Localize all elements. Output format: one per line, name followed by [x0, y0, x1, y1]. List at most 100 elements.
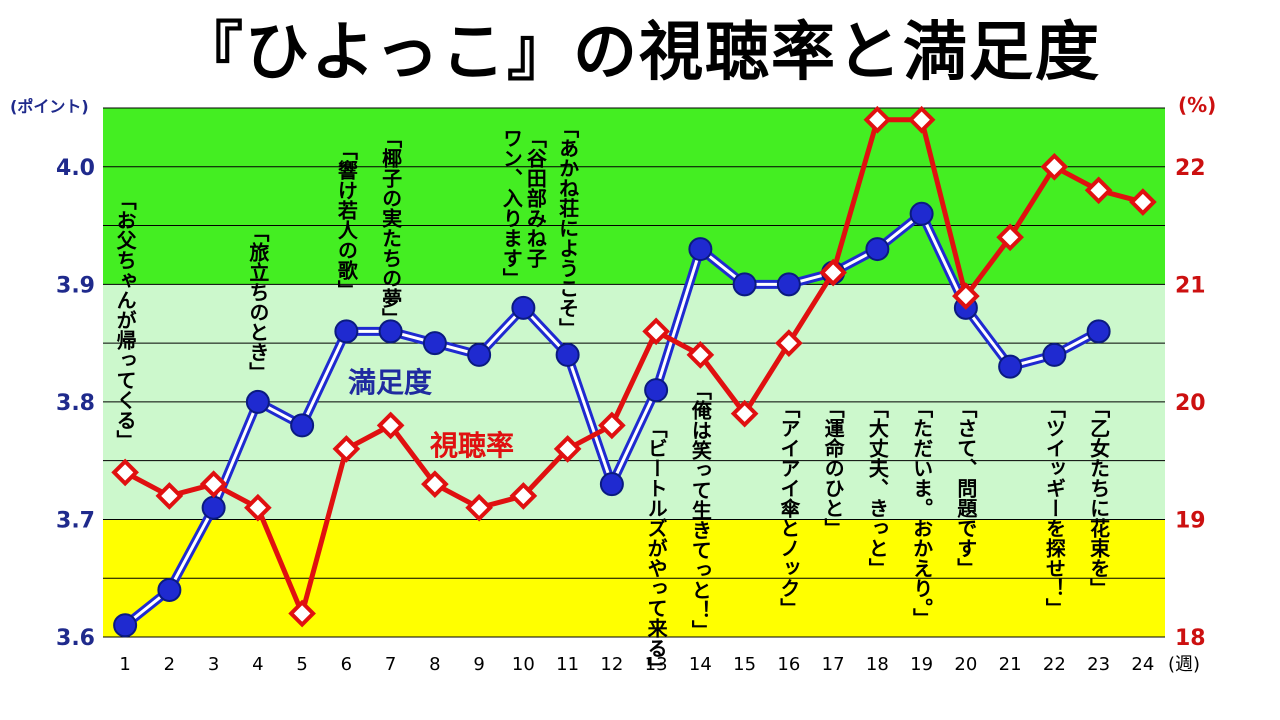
satisfaction-point [909, 201, 934, 226]
rating-point [598, 411, 626, 440]
x-tick-label: 10 [512, 654, 535, 675]
episode-annotation: 「ツイッギーを探せ！」 [1042, 398, 1066, 618]
satisfaction-point [998, 354, 1023, 379]
rating-point [863, 105, 892, 134]
episode-annotation: 「お父ちゃんが帰ってくる」 [113, 190, 137, 450]
x-tick-label: 5 [296, 654, 307, 675]
satisfaction-point [245, 389, 270, 414]
right-tick-label: 19 [1175, 508, 1206, 533]
x-tick-label: 21 [999, 654, 1022, 675]
left-tick-label: 3.7 [56, 508, 95, 533]
satisfaction-point [378, 319, 403, 344]
satisfaction-point [201, 495, 226, 520]
satisfaction-point [688, 237, 713, 262]
rating-point [155, 482, 184, 510]
satisfaction-point [290, 413, 315, 438]
satisfaction-point [865, 237, 890, 262]
x-tick-label: 22 [1043, 654, 1066, 675]
rating-point [244, 493, 272, 522]
left-tick-label: 4.0 [56, 156, 95, 181]
band [103, 108, 1165, 285]
chart-title: 『ひよっこ』の視聴率と満足度 [178, 16, 1102, 90]
rating-point [465, 493, 493, 522]
right-tick-label: 18 [1175, 626, 1206, 651]
series-satisfaction [113, 201, 1111, 638]
rating-point [775, 329, 803, 357]
series-label-rating: 視聴率 [430, 429, 514, 462]
episode-annotation: 「俺は笑って生きてっと！」 [688, 380, 712, 640]
rating-point [819, 258, 847, 287]
right-tick-label: 20 [1175, 391, 1206, 416]
x-tick-label: 1 [119, 654, 130, 675]
episode-annotations: 「お父ちゃんが帰ってくる」 「旅立ちのとき」「響け若人の歌」 「椰子の実たちの夢」「… [113, 118, 1111, 678]
rating-point [288, 599, 316, 628]
episode-annotation: 「さて、問題です」 [954, 398, 978, 578]
rating-point [1129, 188, 1157, 216]
rating-line [123, 117, 1144, 616]
episode-annotation: 「響け若人の歌」 [334, 140, 358, 300]
x-tick-label: 7 [385, 654, 396, 675]
x-tick-label: 20 [954, 654, 977, 675]
episode-annotation: ワン、入ります」 [499, 128, 523, 288]
rating-point [376, 411, 405, 440]
episode-annotation: 「椰子の実たちの夢」 [379, 128, 403, 328]
rating-point [509, 482, 538, 510]
x-tick-label: 15 [733, 654, 756, 675]
x-tick-label: 16 [777, 654, 800, 675]
satisfaction-point [113, 613, 138, 638]
right-tick-label: 21 [1175, 273, 1206, 298]
episode-annotation: 「運命のひと」 [821, 398, 845, 538]
rating-point [421, 470, 449, 499]
x-tick-label: 4 [252, 654, 263, 675]
left-tick-label: 3.6 [56, 626, 95, 651]
grid-lines [103, 107, 1165, 638]
left-tick-label: 3.8 [56, 391, 95, 416]
episode-annotation: 「あかね荘にようこそ」 [556, 118, 580, 338]
x-tick-label: 17 [822, 654, 845, 675]
satisfaction-point [422, 331, 447, 356]
x-tick-label: 19 [910, 654, 933, 675]
episode-annotation: 「ビートルズがやって来る」 [644, 418, 668, 678]
satisfaction-point [732, 272, 757, 297]
rating-point [642, 317, 670, 346]
x-tick-label: 11 [556, 654, 579, 675]
left-unit-label: (ポイント) [10, 97, 89, 116]
rating-point [553, 435, 582, 463]
episode-annotation: 「アイアイ傘とノック」 [777, 398, 801, 618]
x-tick-label: 9 [473, 654, 484, 675]
x-tick-label: 24 [1131, 654, 1154, 675]
x-tick-label: 2 [164, 654, 175, 675]
rating-point [1084, 176, 1113, 205]
episode-annotation: 「谷田部みね子 [523, 128, 547, 268]
x-tick-label: 6 [341, 654, 352, 675]
rating-point [332, 435, 361, 463]
episode-annotation: 「ただいま。おかえり。」 [910, 398, 934, 628]
satisfaction-point [1042, 342, 1067, 367]
satisfaction-point [776, 272, 801, 297]
x-tick-label: 13 [645, 654, 668, 675]
x-tick-label: 18 [866, 654, 889, 675]
episode-annotation: 「乙女たちに花束を」 [1087, 398, 1111, 598]
right-tick-label: 22 [1175, 156, 1206, 181]
satisfaction-point [599, 472, 624, 497]
x-tick-label: 12 [600, 654, 623, 675]
x-tick-label: 8 [429, 654, 440, 675]
rating-point [996, 223, 1024, 252]
rating-point [907, 105, 936, 134]
series-rating [111, 105, 1157, 628]
x-tick-label: 14 [689, 654, 712, 675]
satisfaction-point [467, 342, 492, 367]
episode-annotation: 「旅立ちのとき」 [246, 222, 270, 382]
satisfaction-point [555, 342, 580, 367]
rating-point [686, 341, 715, 369]
episode-annotation: 「大丈夫、きっと」 [865, 398, 889, 578]
x-unit-label: (週) [1168, 654, 1200, 675]
satisfaction-point [644, 378, 669, 403]
rating-point [1040, 152, 1069, 181]
satisfaction-point [334, 319, 359, 344]
left-tick-label: 3.9 [56, 273, 95, 298]
series-label-satisfaction: 満足度 [348, 366, 432, 399]
